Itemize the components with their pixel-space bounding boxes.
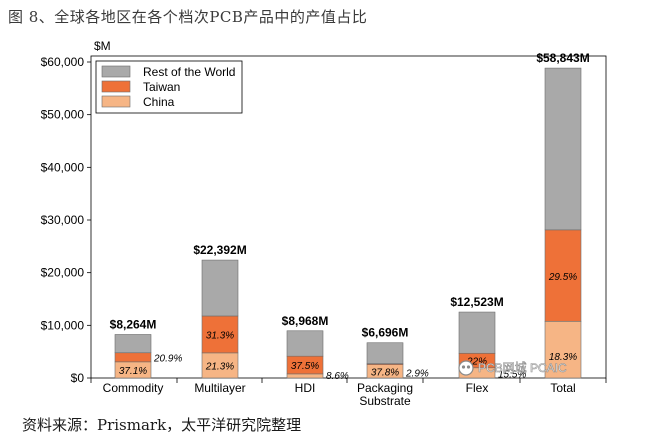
total-label: $8,968M bbox=[282, 314, 329, 328]
bar-segment-rest-of-the-world bbox=[286, 330, 324, 357]
x-axis: Commodity Multilayer HDI PackagingSubstrate… bbox=[90, 378, 607, 408]
y-tick-label: $60,000 bbox=[41, 55, 85, 69]
legend-swatch bbox=[101, 80, 131, 93]
bars bbox=[114, 67, 582, 379]
share-label: 31.3% bbox=[206, 330, 234, 341]
share-label: 21.3% bbox=[205, 361, 234, 372]
watermark-logo-icon bbox=[458, 360, 474, 376]
watermark-logo-eye-icon bbox=[466, 365, 471, 369]
share-label: 2.9% bbox=[405, 369, 429, 380]
x-tick-label: Substrate bbox=[359, 394, 411, 408]
bar-segment-rest-of-the-world bbox=[366, 342, 404, 364]
bar-segment-rest-of-the-world bbox=[544, 67, 582, 231]
y-tick-label: $40,000 bbox=[41, 160, 85, 174]
x-tick-label: Total bbox=[550, 381, 575, 395]
y-tick-label: $50,000 bbox=[41, 108, 85, 122]
watermark-text: PCB网城 PCAIC bbox=[478, 361, 567, 375]
bar-segment-china bbox=[544, 320, 582, 379]
total-label: $6,696M bbox=[362, 326, 409, 340]
bar-segment-rest-of-the-world bbox=[201, 259, 239, 317]
y-axis: $0 $10,000 $20,000 $30,000 $40,000 $50,000 $60… bbox=[41, 55, 91, 385]
share-label: 37.1% bbox=[119, 366, 147, 377]
share-label: 22% bbox=[466, 357, 487, 368]
bar-segment-rest-of-the-world bbox=[458, 311, 496, 354]
bar-segment-taiwan bbox=[544, 229, 582, 322]
share-label: 8.6% bbox=[326, 371, 349, 382]
data-labels: $8,264M $22,392M $8,968M $6,696M $12,523M $58… bbox=[110, 51, 590, 382]
figure-title: 图 8、全球各地区在各个档次PCB产品中的产值占比 bbox=[8, 8, 368, 26]
watermark-logo-eye-icon bbox=[461, 365, 466, 369]
x-tick-label: HDI bbox=[295, 381, 316, 395]
legend-label: Taiwan bbox=[143, 80, 180, 94]
share-label: 29.5% bbox=[548, 272, 577, 283]
legend-label: China bbox=[143, 95, 175, 109]
total-label: $22,392M bbox=[193, 243, 246, 257]
y-tick-label: $20,000 bbox=[41, 266, 85, 280]
x-tick-label: Packaging bbox=[357, 381, 413, 395]
share-label: 18.3% bbox=[549, 352, 577, 363]
legend-swatch bbox=[101, 95, 131, 108]
total-label: $12,523M bbox=[450, 295, 503, 309]
y-axis-label: $M bbox=[94, 39, 111, 53]
legend-swatch bbox=[101, 65, 131, 78]
watermark: PCB网城 PCAIC bbox=[458, 360, 567, 376]
share-label: 37.5% bbox=[291, 361, 319, 372]
y-tick-label: $0 bbox=[71, 371, 85, 385]
total-label: $58,843M bbox=[536, 51, 589, 65]
y-tick-label: $10,000 bbox=[41, 318, 85, 332]
x-tick-label: Commodity bbox=[103, 381, 164, 395]
total-label: $8,264M bbox=[110, 317, 157, 331]
bar-segment-rest-of-the-world bbox=[114, 334, 152, 354]
x-tick-label: Flex bbox=[466, 381, 489, 395]
bar-segment-china bbox=[286, 373, 324, 379]
bar-segment-taiwan bbox=[114, 352, 152, 363]
share-label: 20.9% bbox=[153, 353, 182, 364]
share-label: 15.5% bbox=[498, 369, 526, 380]
legend-label: Rest of the World bbox=[143, 65, 235, 79]
share-label: 37.8% bbox=[371, 367, 399, 378]
x-tick-label: Multilayer bbox=[194, 381, 245, 395]
source-note: 资料来源：Prismark，太平洋研究院整理 bbox=[22, 416, 302, 434]
y-tick-label: $30,000 bbox=[41, 213, 85, 227]
